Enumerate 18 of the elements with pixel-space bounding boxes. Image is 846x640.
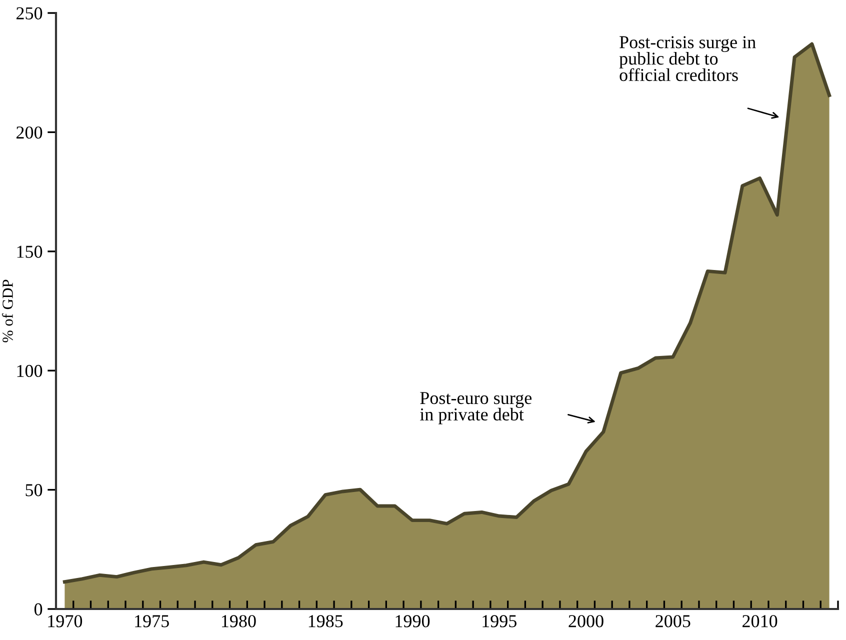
x-tick-label: 1980 — [222, 615, 256, 628]
y-tick-label: 150 — [17, 246, 42, 258]
x-tick-label: 2010 — [742, 615, 778, 628]
x-tick-label: 2005 — [656, 615, 690, 628]
y-axis-title: % of GDP — [2, 280, 13, 342]
annotation: Post-euro surge in private debt — [420, 392, 532, 424]
y-tick-label: 200 — [16, 126, 42, 139]
annotation: Post-crisis surge in public debt to official creditors — [619, 36, 756, 82]
y-tick-label: 100 — [17, 364, 42, 378]
y-tick-label: 50 — [26, 484, 42, 496]
x-tick-label: 1975 — [135, 615, 169, 628]
y-tick-label: 250 — [16, 7, 42, 20]
x-tick-label: 1985 — [308, 615, 343, 628]
x-tick-label: 2000 — [568, 615, 604, 628]
x-tick-label: 1990 — [396, 615, 430, 628]
y-tick-label: 0 — [34, 603, 42, 616]
x-tick-label: 1970 — [48, 615, 82, 628]
x-tick-label: 1995 — [482, 615, 516, 628]
